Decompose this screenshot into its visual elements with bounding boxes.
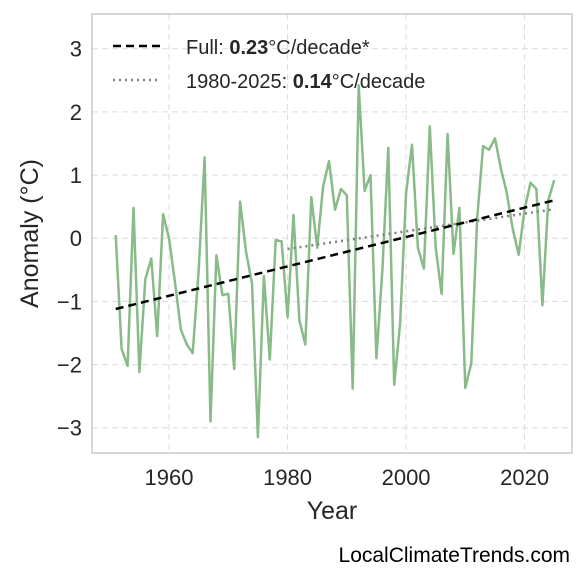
y-tick-label: 1	[70, 163, 82, 188]
y-tick-label: 0	[70, 226, 82, 251]
x-axis-label: Year	[307, 497, 358, 525]
legend-recent-value: 0.14	[293, 71, 333, 93]
legend-full-suffix: °C/decade*	[268, 37, 370, 59]
legend-recent-label: 1980-2025: 0.14°C/decade	[186, 71, 425, 93]
y-tick-label: −3	[57, 416, 82, 441]
legend-recent-prefix: 1980-2025:	[186, 71, 293, 93]
x-tick-label: 2020	[500, 465, 549, 490]
x-tick-label: 1960	[145, 465, 194, 490]
series-line-anomaly	[114, 84, 556, 439]
y-tick-label: −1	[57, 289, 82, 314]
watermark-text: LocalClimateTrends.com	[338, 544, 570, 567]
grid	[92, 14, 572, 453]
ticks: 1960 1980 2000 2020 −3 −2 −1 0 1 2 3	[57, 37, 549, 490]
legend: Full: 0.23°C/decade* 1980-2025: 0.14°C/d…	[113, 37, 425, 93]
y-axis-label: Anomaly (°C)	[16, 159, 44, 308]
x-tick-label: 1980	[263, 465, 312, 490]
series-line-recent-trend	[287, 207, 555, 251]
plot-frame	[91, 13, 573, 454]
y-tick-label: 2	[70, 100, 82, 125]
legend-full-prefix: Full:	[186, 37, 229, 59]
y-tick-label: 3	[70, 37, 82, 62]
x-tick-label: 2000	[382, 465, 431, 490]
y-tick-label: −2	[57, 353, 82, 378]
legend-recent-suffix: °C/decade	[332, 71, 426, 93]
series-line-full-trend	[115, 199, 555, 311]
legend-full-label: Full: 0.23°C/decade*	[186, 37, 370, 59]
series-layer	[114, 84, 556, 439]
legend-full-value: 0.23	[229, 37, 268, 59]
